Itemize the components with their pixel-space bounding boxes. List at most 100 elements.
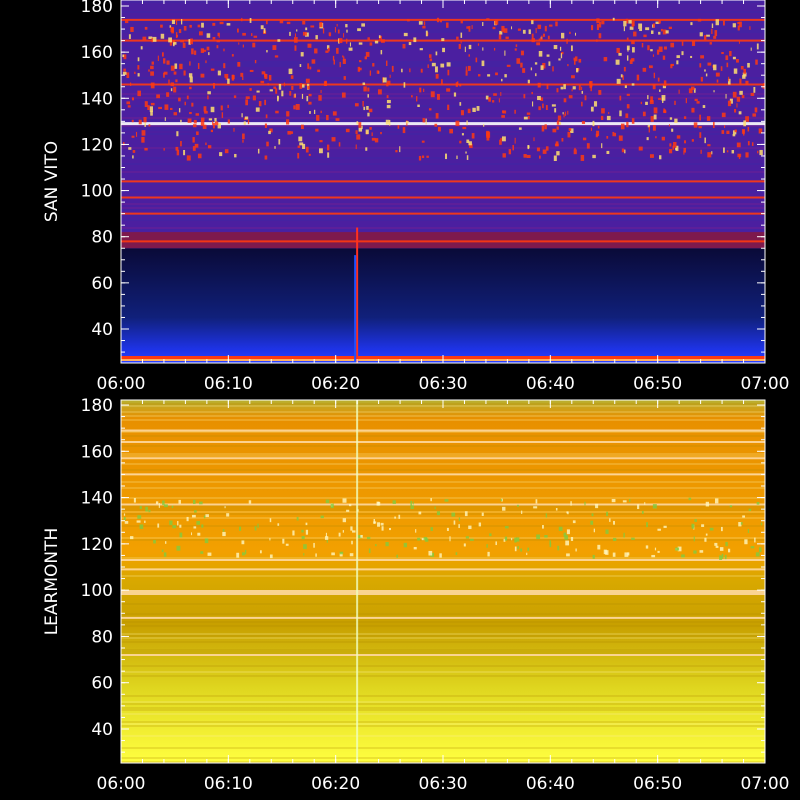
interference-dot [307, 63, 310, 69]
interference-dot [570, 128, 574, 134]
interference-dot [578, 85, 581, 91]
interference-dot [170, 88, 173, 92]
interference-dot [745, 116, 749, 122]
interference-dot [641, 510, 644, 514]
interference-dot [711, 151, 713, 155]
interference-dot [714, 498, 719, 504]
interference-dot [591, 25, 594, 31]
interference-dot [231, 75, 235, 80]
interference-dot [663, 80, 667, 87]
interference-dot [200, 119, 205, 126]
interference-dot [584, 95, 587, 101]
interference-dot [224, 506, 226, 509]
interference-dot [754, 107, 758, 113]
interference-dot [705, 34, 710, 37]
interference-dot [123, 142, 125, 146]
interference-dot [691, 107, 695, 113]
interference-dot [731, 149, 735, 154]
interference-dot [207, 552, 212, 556]
y-tick-label: 80 [91, 627, 113, 647]
interference-dot [674, 100, 676, 105]
interference-dot [331, 552, 335, 556]
interference-dot [676, 135, 681, 139]
interference-dot [399, 146, 401, 153]
interference-dot [198, 31, 203, 36]
interference-dot [224, 73, 229, 78]
interference-dot [566, 553, 570, 557]
interference-dot [194, 510, 197, 513]
interference-dot [207, 145, 212, 149]
interference-dot [428, 550, 433, 556]
interference-dot [503, 28, 508, 33]
interference-dot [277, 96, 279, 100]
interference-dot [699, 32, 703, 37]
interference-dot [369, 42, 373, 46]
interference-dot [339, 61, 341, 68]
interference-dot [546, 83, 549, 90]
interference-dot [241, 113, 243, 118]
interference-dot [563, 84, 566, 90]
interference-dot [457, 81, 459, 86]
interference-dot [358, 535, 362, 539]
interference-dot [265, 19, 268, 25]
interference-dot [691, 525, 695, 529]
interference-dot [589, 81, 593, 87]
interference-dot [669, 117, 673, 120]
interference-dot [633, 31, 637, 37]
interference-dot [669, 143, 672, 147]
x-tick-label: 06:00 [97, 374, 146, 394]
interference-dot [514, 546, 517, 552]
interference-dot [274, 55, 279, 58]
interference-dot [142, 36, 147, 41]
interference-dot [517, 28, 521, 31]
low-band-bg [121, 248, 765, 363]
interference-dot [492, 26, 496, 30]
interference-dot [381, 526, 384, 531]
interference-dot [556, 151, 560, 156]
interference-dot [522, 68, 526, 73]
interference-dot [199, 501, 203, 505]
interference-dot [315, 128, 319, 132]
interference-dot [623, 20, 627, 27]
interference-dot [259, 550, 262, 554]
interference-dot [726, 150, 729, 153]
interference-dot [231, 54, 234, 57]
interference-dot [189, 111, 192, 115]
interference-dot [278, 83, 282, 90]
interference-dot [274, 146, 276, 149]
interference-dot [206, 33, 211, 38]
interference-dot [289, 31, 291, 36]
interference-dot [567, 131, 571, 138]
interference-dot [649, 100, 654, 105]
interference-dot [387, 80, 391, 86]
interference-dot [192, 514, 196, 518]
interference-dot [527, 547, 530, 552]
interference-dot [464, 46, 466, 53]
interference-dot [668, 26, 672, 30]
interference-dot [205, 514, 209, 518]
interference-dot [758, 128, 763, 134]
interference-dot [575, 548, 577, 552]
interference-dot [600, 115, 604, 121]
interference-dot [366, 105, 369, 110]
interference-dot [538, 38, 542, 42]
interference-dot [367, 87, 370, 92]
interference-dot [486, 18, 490, 21]
interference-dot [266, 141, 269, 147]
interference-dot [180, 40, 185, 43]
interference-dot [245, 96, 250, 100]
interference-dot [736, 59, 739, 63]
interference-dot [534, 62, 538, 65]
interference-dot [176, 545, 181, 551]
interference-dot [290, 131, 294, 134]
interference-dot [122, 71, 127, 75]
interference-dot [413, 546, 417, 550]
interference-dot [449, 536, 451, 542]
interference-dot [657, 77, 660, 82]
interference-dot [419, 48, 423, 51]
interference-dot [398, 514, 401, 519]
interference-dot [709, 527, 714, 531]
interference-dot [217, 123, 221, 129]
y-tick-label: 60 [91, 674, 113, 694]
interference-dot [123, 54, 127, 60]
